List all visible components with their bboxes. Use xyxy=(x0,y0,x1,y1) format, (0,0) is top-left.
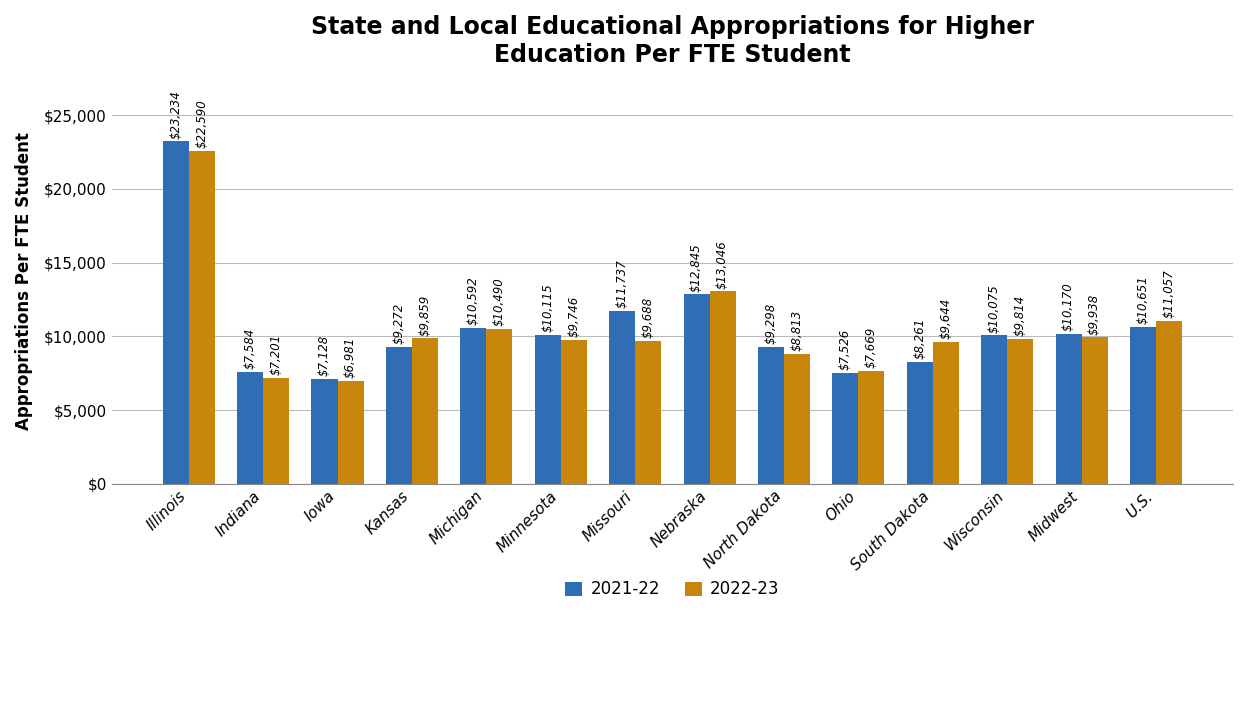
Bar xyxy=(1156,321,1182,483)
Bar xyxy=(337,381,363,483)
Text: $7,128: $7,128 xyxy=(318,335,331,376)
Bar xyxy=(263,378,290,483)
Bar xyxy=(560,340,587,483)
Bar xyxy=(412,339,438,483)
Text: $10,490: $10,490 xyxy=(493,277,505,326)
Text: $9,746: $9,746 xyxy=(568,296,580,338)
Bar xyxy=(237,372,263,483)
Text: $7,201: $7,201 xyxy=(270,333,282,375)
Legend: 2021-22, 2022-23: 2021-22, 2022-23 xyxy=(559,574,786,605)
Text: $23,234: $23,234 xyxy=(170,90,182,138)
Text: $9,859: $9,859 xyxy=(418,295,432,336)
Text: $12,845: $12,845 xyxy=(690,243,703,292)
Text: $8,813: $8,813 xyxy=(790,310,804,351)
Bar xyxy=(188,151,215,483)
Bar xyxy=(932,341,958,483)
Bar xyxy=(312,379,337,483)
Bar xyxy=(1082,337,1108,483)
Text: $9,272: $9,272 xyxy=(392,303,406,344)
Bar xyxy=(859,371,885,483)
Text: $7,669: $7,669 xyxy=(865,327,877,368)
Bar xyxy=(487,329,513,483)
Text: $10,170: $10,170 xyxy=(1062,282,1075,331)
Text: $9,644: $9,644 xyxy=(940,298,952,339)
Text: $11,057: $11,057 xyxy=(1163,269,1176,318)
Bar xyxy=(981,336,1007,483)
Text: $6,981: $6,981 xyxy=(344,337,357,378)
Bar xyxy=(1129,327,1156,483)
Text: $8,261: $8,261 xyxy=(914,318,926,360)
Bar xyxy=(609,311,635,483)
Text: $7,584: $7,584 xyxy=(243,328,257,369)
Bar xyxy=(461,328,487,483)
Text: $9,298: $9,298 xyxy=(765,303,778,344)
Text: $7,526: $7,526 xyxy=(839,329,852,370)
Bar xyxy=(1056,334,1082,483)
Y-axis label: Appropriations Per FTE Student: Appropriations Per FTE Student xyxy=(15,132,32,430)
Bar xyxy=(832,373,859,483)
Text: $9,814: $9,814 xyxy=(1013,295,1027,336)
Text: $13,046: $13,046 xyxy=(716,240,729,289)
Bar xyxy=(635,341,661,483)
Bar xyxy=(684,294,710,483)
Text: $10,075: $10,075 xyxy=(987,284,1001,333)
Bar xyxy=(710,291,735,483)
Bar xyxy=(907,362,932,483)
Text: $10,592: $10,592 xyxy=(467,276,479,325)
Bar xyxy=(534,335,560,483)
Text: $11,737: $11,737 xyxy=(615,259,629,308)
Text: $9,938: $9,938 xyxy=(1088,293,1101,335)
Bar xyxy=(758,347,784,483)
Text: $22,590: $22,590 xyxy=(195,100,208,149)
Text: $9,688: $9,688 xyxy=(641,297,655,339)
Bar xyxy=(386,347,412,483)
Text: $10,115: $10,115 xyxy=(542,283,554,332)
Bar xyxy=(784,354,810,483)
Title: State and Local Educational Appropriations for Higher
Education Per FTE Student: State and Local Educational Appropriatio… xyxy=(311,15,1033,67)
Bar xyxy=(1007,339,1033,483)
Text: $10,651: $10,651 xyxy=(1137,275,1149,324)
Bar xyxy=(162,141,188,483)
